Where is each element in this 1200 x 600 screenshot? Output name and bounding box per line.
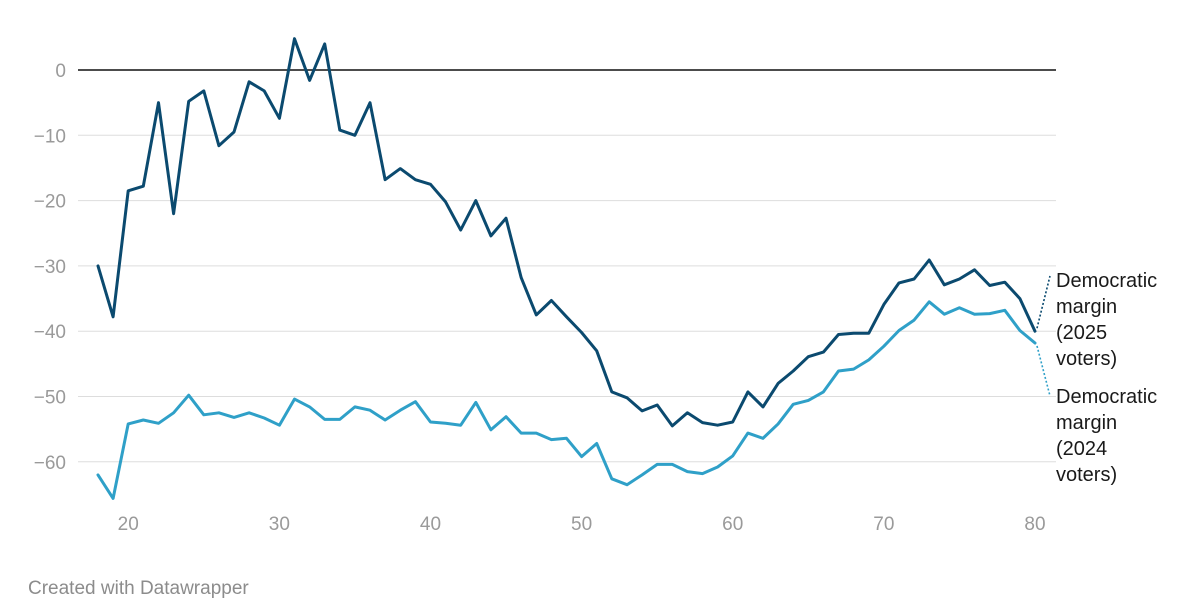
x-tick-label-30: 30 — [269, 514, 290, 535]
series-2024-label-line-1: Democratic — [1056, 386, 1157, 408]
x-tick-label-80: 80 — [1024, 514, 1045, 535]
y-tick-label-neg50: −50 — [34, 388, 66, 409]
x-tick-label-40: 40 — [420, 514, 441, 535]
series-2025-label-line-4: voters) — [1056, 348, 1117, 370]
series-line-2025 — [96, 37, 1037, 428]
chart-credit: Created with Datawrapper — [28, 578, 249, 599]
series-2025-label-line-1: Democratic — [1056, 270, 1157, 292]
series-labels: Democratic margin (2025 voters) Democrat… — [1036, 270, 1157, 486]
y-tick-label-neg40: −40 — [34, 322, 66, 343]
y-tick-label-neg30: −30 — [34, 257, 66, 278]
series-2024-label-line-2: margin — [1056, 412, 1117, 434]
series-2024-label-line-4: voters) — [1056, 464, 1117, 486]
x-tick-label-50: 50 — [571, 514, 592, 535]
series-lines — [96, 37, 1037, 500]
leader-line-2025 — [1036, 275, 1051, 329]
y-tick-label-neg20: −20 — [34, 192, 66, 213]
series-2025-label-line-3: (2025 — [1056, 322, 1107, 344]
x-axis-ticks: 20 30 40 50 60 70 80 — [118, 514, 1046, 535]
leader-line-2024 — [1036, 345, 1051, 397]
series-line-2024 — [96, 300, 1037, 500]
y-tick-label-0: 0 — [55, 61, 66, 82]
x-tick-label-20: 20 — [118, 514, 139, 535]
series-2025-label-line-2: margin — [1056, 296, 1117, 318]
y-axis-ticks: 0 −10 −20 −30 −40 −50 −60 — [34, 61, 66, 474]
gridlines — [78, 134, 1056, 463]
x-tick-label-70: 70 — [873, 514, 894, 535]
y-tick-label-neg10: −10 — [34, 126, 66, 147]
y-tick-label-neg60: −60 — [34, 453, 66, 474]
series-2024-label-line-3: (2024 — [1056, 438, 1107, 460]
x-tick-label-60: 60 — [722, 514, 743, 535]
